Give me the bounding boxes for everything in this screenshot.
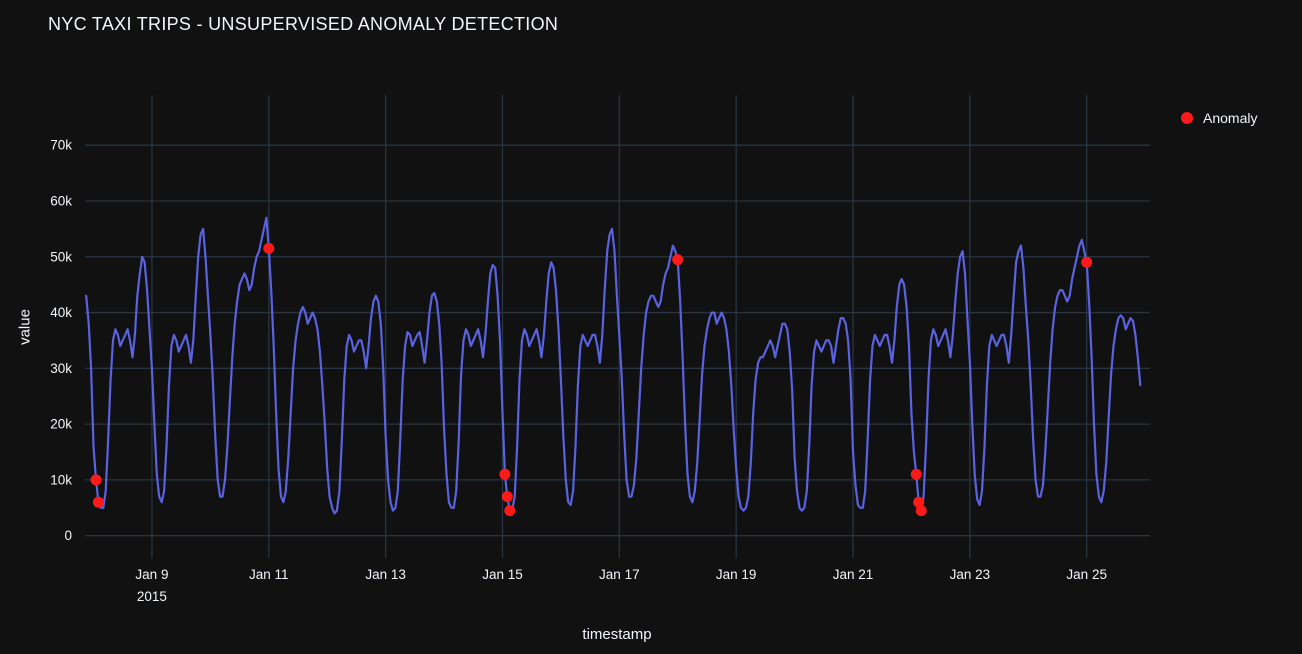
anomaly-point[interactable] <box>501 491 513 503</box>
x-tick-label: Jan 25 <box>1066 567 1107 582</box>
x-tick-label: Jan 17 <box>599 567 640 582</box>
legend-item-anomaly[interactable]: Anomaly <box>1181 110 1257 126</box>
y-tick-label: 20k <box>50 417 72 432</box>
legend: Anomaly <box>1181 110 1257 126</box>
x-tick-label: Jan 21 <box>833 567 874 582</box>
x-tick-sublabel: 2015 <box>137 589 167 604</box>
value-line-series <box>85 216 1142 515</box>
anomaly-point[interactable] <box>504 505 516 517</box>
y-tick-label: 30k <box>50 361 72 376</box>
x-tick-label: Jan 19 <box>716 567 757 582</box>
anomaly-point[interactable] <box>92 496 104 508</box>
anomaly-point[interactable] <box>672 254 684 266</box>
x-tick-label: Jan 23 <box>950 567 991 582</box>
chart-title: NYC TAXI TRIPS - UNSUPERVISED ANOMALY DE… <box>48 14 559 34</box>
anomaly-marker-icon <box>1181 112 1193 124</box>
anomaly-point[interactable] <box>263 242 275 254</box>
legend-item-label: Anomaly <box>1203 110 1258 126</box>
anomaly-point[interactable] <box>1081 256 1093 268</box>
y-tick-label: 40k <box>50 305 72 320</box>
x-tick-label: Jan 15 <box>482 567 523 582</box>
x-tick-label: Jan 13 <box>365 567 406 582</box>
y-tick-label: 10k <box>50 472 72 487</box>
y-tick-label: 60k <box>50 193 72 208</box>
y-axis-title: value <box>16 309 34 345</box>
y-tick-label: 50k <box>50 249 72 264</box>
anomaly-point[interactable] <box>915 505 927 517</box>
y-tick-label: 0 <box>64 528 72 543</box>
anomaly-point[interactable] <box>913 496 925 508</box>
anomaly-point[interactable] <box>499 468 511 480</box>
x-tick-label: Jan 11 <box>249 567 289 582</box>
anomaly-point[interactable] <box>910 468 922 480</box>
x-axis-title: timestamp <box>582 626 652 643</box>
anomaly-point[interactable] <box>90 474 102 486</box>
y-tick-label: 70k <box>50 138 72 153</box>
x-tick-label: Jan 9 <box>135 567 168 582</box>
